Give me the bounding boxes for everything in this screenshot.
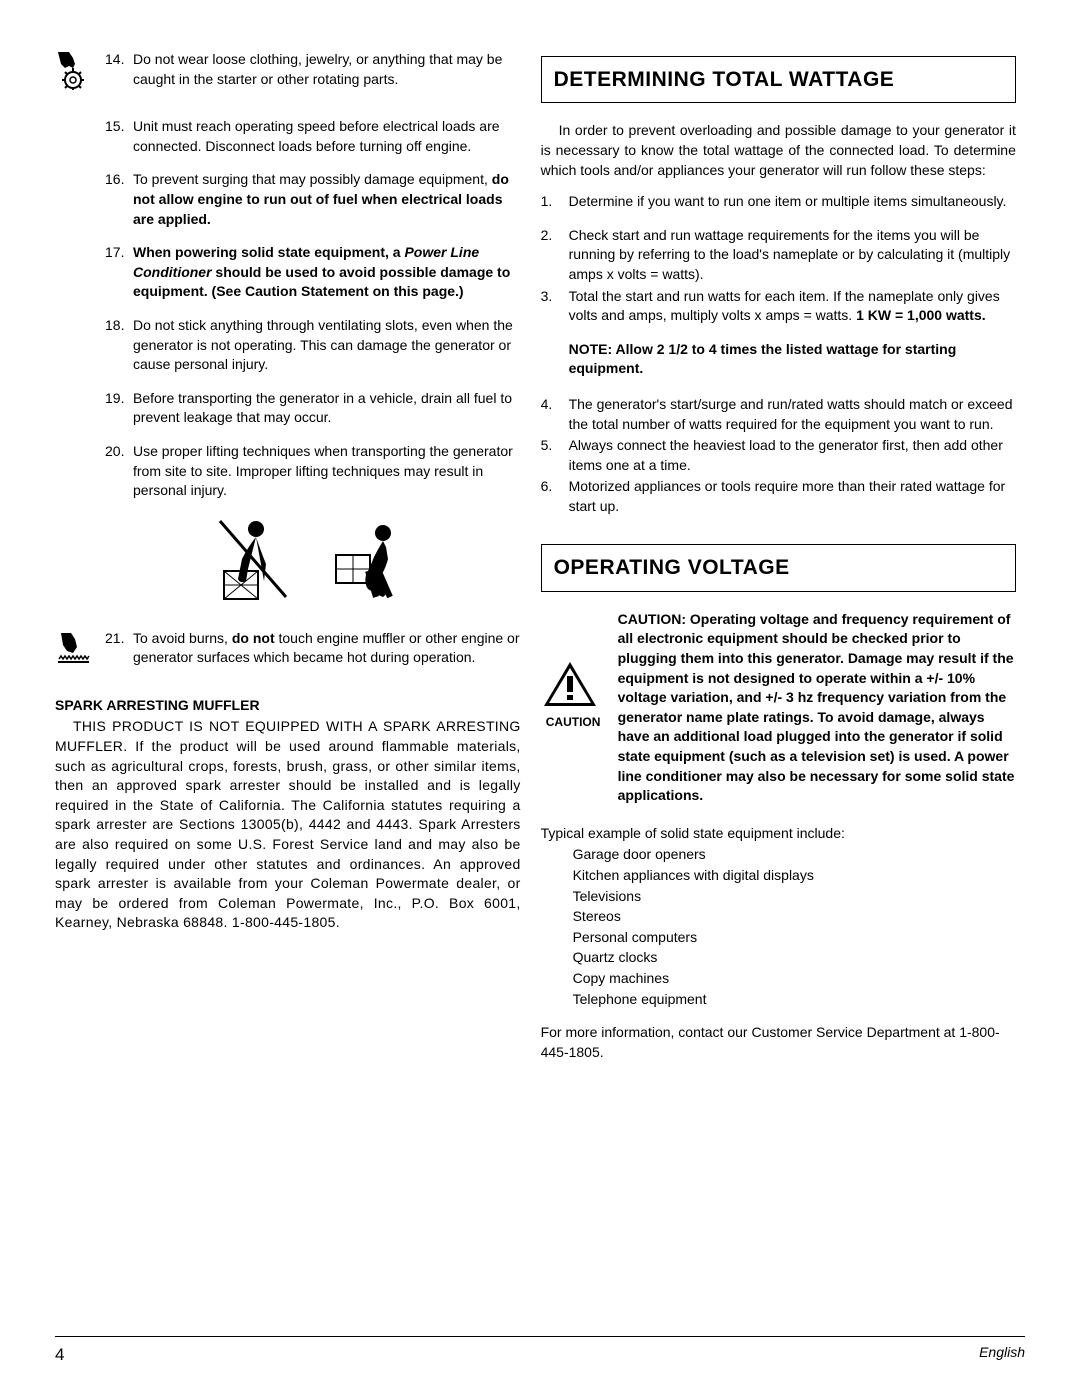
correct-lift-icon: [328, 519, 408, 609]
list-item: 19.Before transporting the generator in …: [105, 389, 521, 428]
examples-intro: Typical example of solid state equipment…: [541, 824, 1016, 844]
examples-list: Garage door openers Kitchen appliances w…: [541, 845, 1016, 1009]
list-item: 20.Use proper lifting techniques when tr…: [105, 442, 521, 501]
voltage-caution-text: CAUTION: Operating voltage and frequency…: [618, 610, 1016, 806]
list-item: 4.The generator's start/surge and run/ra…: [541, 395, 1016, 434]
wattage-title: DETERMINING TOTAL WATTAGE: [554, 65, 1003, 94]
caution-label: CAUTION: [541, 714, 606, 731]
list-item: 15.Unit must reach operating speed befor…: [105, 117, 521, 156]
caution-block: CAUTION CAUTION: Operating voltage and f…: [541, 610, 1016, 806]
list-item: 16.To prevent surging that may possibly …: [105, 170, 521, 229]
page-footer: 4 English: [55, 1336, 1025, 1367]
example-item: Personal computers: [573, 928, 1016, 948]
example-item: Stereos: [573, 907, 1016, 927]
wrong-lift-icon: [218, 519, 298, 609]
hot-surface-icon: [55, 629, 105, 669]
example-item: Quartz clocks: [573, 948, 1016, 968]
wattage-note: NOTE: Allow 2 1/2 to 4 times the listed …: [541, 340, 1016, 379]
example-item: Kitchen appliances with digital displays: [573, 866, 1016, 886]
lifting-figures: [105, 519, 521, 609]
spark-heading: SPARK ARRESTING MUFFLER: [55, 696, 521, 716]
more-info: For more information, contact our Custom…: [541, 1023, 1016, 1062]
left-column: 14.Do not wear loose clothing, jewelry, …: [55, 50, 521, 1062]
wattage-intro: In order to prevent overloading and poss…: [541, 121, 1016, 180]
item-number: 14.: [105, 50, 133, 89]
list-item: 17.When powering solid state equipment, …: [105, 243, 521, 302]
list-item: 18.Do not stick anything through ventila…: [105, 316, 521, 375]
example-item: Copy machines: [573, 969, 1016, 989]
list-item: 6.Motorized appliances or tools require …: [541, 477, 1016, 516]
spark-paragraph: THIS PRODUCT IS NOT EQUIPPED WITH A SPAR…: [55, 717, 521, 933]
page-number: 4: [55, 1343, 64, 1367]
caution-triangle-icon: [541, 660, 599, 710]
list-item: 2.Check start and run wattage requiremen…: [541, 226, 1016, 285]
language-label: English: [979, 1343, 1025, 1367]
right-column: DETERMINING TOTAL WATTAGE In order to pr…: [541, 50, 1016, 1062]
two-column-layout: 14.Do not wear loose clothing, jewelry, …: [55, 50, 1025, 1062]
list-item-21: 21.To avoid burns, do not touch engine m…: [55, 629, 521, 682]
wattage-title-box: DETERMINING TOTAL WATTAGE: [541, 56, 1016, 103]
voltage-title: OPERATING VOLTAGE: [554, 553, 1003, 582]
voltage-title-box: OPERATING VOLTAGE: [541, 544, 1016, 591]
list-item: 5.Always connect the heaviest load to th…: [541, 436, 1016, 475]
example-item: Garage door openers: [573, 845, 1016, 865]
gear-hand-icon: [55, 50, 105, 90]
list-item: 1.Determine if you want to run one item …: [541, 192, 1016, 212]
wattage-steps-b: 4.The generator's start/surge and run/ra…: [541, 395, 1016, 517]
list-item: 3.Total the start and run watts for each…: [541, 287, 1016, 326]
item-text: Do not wear loose clothing, jewelry, or …: [133, 50, 521, 89]
list-item-14: 14.Do not wear loose clothing, jewelry, …: [55, 50, 521, 103]
example-item: Telephone equipment: [573, 990, 1016, 1010]
example-item: Televisions: [573, 887, 1016, 907]
wattage-steps: 1.Determine if you want to run one item …: [541, 192, 1016, 326]
